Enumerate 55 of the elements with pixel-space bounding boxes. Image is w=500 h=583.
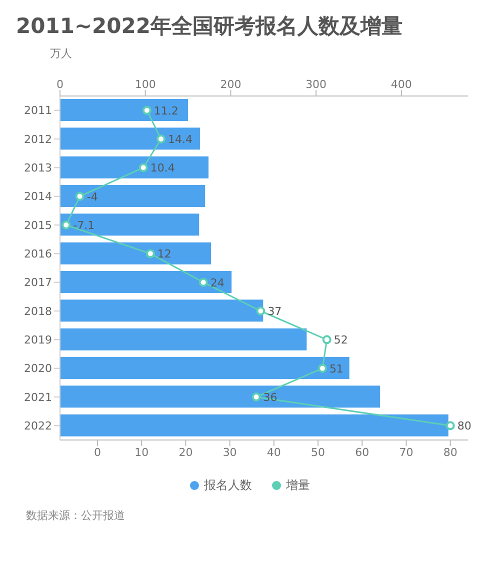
y-tick-label: 2017 [24,276,52,290]
x2-tick-label: 200 [220,78,242,91]
y-tick-label: 2022 [24,420,52,433]
y-tick-label: 2021 [24,390,52,404]
point [75,192,84,201]
x-tick-label: 0 [94,446,101,459]
data-label: -7.1 [73,219,95,232]
point [146,249,155,258]
data-label: 36 [263,391,278,404]
x2-tick-label: 300 [306,78,327,91]
y-tick-label: 2014 [24,190,52,204]
y-tick-label: 2019 [24,334,52,347]
x2-tick-label: 400 [390,78,412,91]
chart-title: 2011~2022年全国研考报名人数及增量 [15,13,404,40]
point [156,134,166,144]
legend-label: 报名人数 [203,477,252,494]
chart-subtitle: 万人 [49,46,73,62]
data-label: -4 [86,190,98,204]
x-tick-label: 70 [399,446,414,459]
x-tick-label: 50 [311,446,326,459]
x-tick-label: 40 [266,446,281,459]
x2-tick-label: 0 [56,78,64,91]
point [62,220,71,230]
point [446,421,455,430]
y-tick-label: 2020 [24,362,52,376]
source-note: 数据来源：公开报道 [25,508,126,523]
data-label: 11.2 [154,104,178,118]
data-label: 51 [329,362,344,376]
y-tick-label: 2012 [24,132,52,146]
x2-tick-label: 100 [134,78,156,91]
legend-label: 增量 [285,477,310,494]
point [256,306,266,316]
data-label: 52 [334,334,348,347]
data-label: 10.4 [150,162,175,175]
data-label: 12 [157,248,172,261]
x-tick-label: 20 [178,446,193,459]
data-label: 24 [210,276,224,290]
y-tick-label: 2018 [24,304,52,318]
x-tick-label: 60 [355,446,370,459]
x-tick-label: 80 [443,446,458,459]
point [142,106,152,115]
data-label: 14.4 [168,133,193,146]
data-label: 80 [457,420,472,433]
y-tick-label: 2016 [24,248,52,261]
point [198,278,208,287]
data-label: 37 [268,305,282,318]
point [318,364,327,373]
y-tick-label: 2011 [24,104,52,118]
x-tick-label: 30 [222,446,237,459]
y-tick-label: 2013 [24,162,52,175]
x-tick-label: 10 [134,446,149,459]
point [252,392,261,402]
point [138,163,148,172]
point [322,335,332,344]
y-tick-label: 2015 [24,218,52,232]
